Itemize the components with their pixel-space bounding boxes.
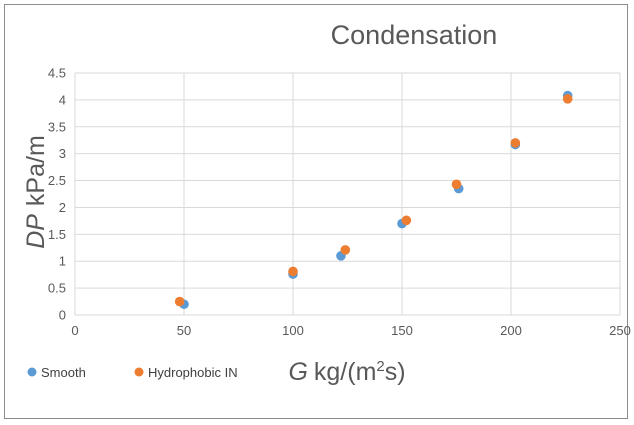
data-points [174, 90, 573, 310]
y-tick-label: 4.5 [48, 66, 66, 81]
legend: Smooth Hydrophobic IN [27, 365, 238, 380]
legend-label-smooth: Smooth [41, 365, 86, 380]
legend-swatch-hydrophobic [134, 367, 144, 377]
y-tick-label: 0.5 [48, 281, 66, 296]
legend-swatch-smooth [27, 367, 37, 377]
y-axis-title: DP kPa/m [22, 135, 50, 249]
y-tick-label: 0 [59, 308, 66, 323]
x-tick-labels: 0 50 100 150 200 250 [71, 323, 630, 338]
y-tick-label: 4 [59, 92, 66, 107]
y-axis-symbol: DP [22, 214, 50, 249]
x-tick-label: 100 [282, 323, 304, 338]
point-hydrophobic-in [562, 94, 573, 104]
point-hydrophobic-in [401, 215, 412, 226]
x-tick-label: 50 [177, 323, 191, 338]
y-tick-label: 1.5 [48, 227, 66, 242]
y-tick-label: 1 [59, 254, 66, 269]
point-hydrophobic-in [174, 296, 185, 307]
chart-title: Condensation [331, 20, 498, 50]
x-axis-unit-superscript: 2 [376, 358, 384, 375]
legend-label-hydrophobic: Hydrophobic IN [148, 365, 238, 380]
point-hydrophobic-in [340, 245, 351, 255]
y-tick-label: 2 [59, 200, 66, 215]
y-axis-unit: kPa/m [22, 135, 50, 206]
x-axis-symbol: G [288, 358, 307, 386]
x-tick-label: 250 [609, 323, 631, 338]
point-hydrophobic-in [451, 179, 462, 190]
x-axis-unit-prefix: kg/(m [314, 358, 377, 386]
y-tick-label: 3.5 [48, 119, 66, 134]
gridlines [74, 72, 621, 316]
y-tick-label: 3 [59, 146, 66, 161]
y-tick-labels: 0 0.5 1 1.5 2 2.5 3 3.5 4 4.5 [48, 66, 66, 323]
x-tick-label: 200 [500, 323, 522, 338]
x-axis-unit-suffix: s) [385, 358, 406, 386]
point-hydrophobic-in [510, 138, 521, 148]
y-tick-label: 2.5 [48, 173, 66, 188]
x-tick-label: 150 [391, 323, 413, 338]
x-tick-label: 0 [71, 323, 78, 338]
point-hydrophobic-in [288, 266, 298, 277]
